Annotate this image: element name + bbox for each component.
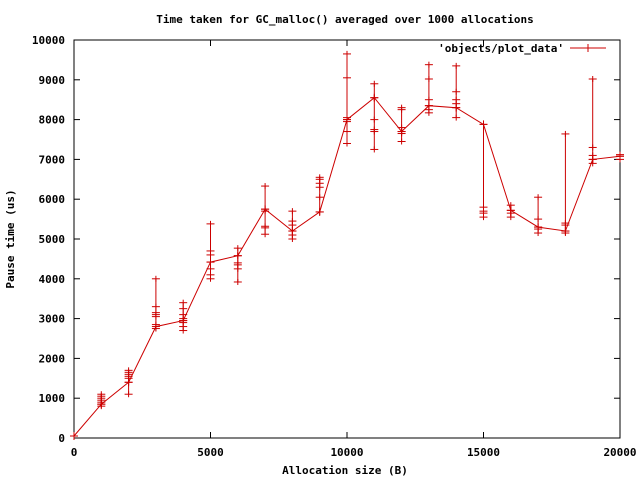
y-axis-label: Pause time (us) bbox=[4, 189, 17, 288]
y-tick-label: 3000 bbox=[39, 313, 66, 326]
y-tick-label: 4000 bbox=[39, 273, 66, 286]
y-tick-label: 2000 bbox=[39, 352, 66, 365]
series-line bbox=[73, 96, 621, 437]
x-tick-label: 15000 bbox=[467, 446, 500, 459]
series-layer bbox=[70, 50, 624, 441]
y-tick-label: 0 bbox=[58, 432, 65, 445]
y-tick-label: 7000 bbox=[39, 153, 66, 166]
series-0 bbox=[70, 50, 624, 441]
y-tick-label: 5000 bbox=[39, 233, 66, 246]
tick-labels: 0 5000 10000 15000 20000 0 1000 2000 3000 4000 500… bbox=[32, 34, 637, 459]
x-tick-label: 0 bbox=[71, 446, 78, 459]
y-tick-label: 10000 bbox=[32, 34, 65, 47]
legend-label: 'objects/plot_data' bbox=[438, 42, 564, 55]
chart-title: Time taken for GC_malloc() averaged over… bbox=[156, 13, 534, 26]
y-tick-label: 9000 bbox=[39, 74, 66, 87]
legend: 'objects/plot_data' bbox=[438, 42, 606, 55]
tick-marks bbox=[73, 39, 621, 439]
x-tick-label: 10000 bbox=[330, 446, 363, 459]
x-tick-label: 20000 bbox=[603, 446, 636, 459]
x-axis-label: Allocation size (B) bbox=[282, 464, 408, 477]
y-tick-label: 1000 bbox=[39, 392, 66, 405]
x-tick-label: 5000 bbox=[197, 446, 224, 459]
y-tick-label: 6000 bbox=[39, 193, 66, 206]
y-tick-label: 8000 bbox=[39, 114, 66, 127]
